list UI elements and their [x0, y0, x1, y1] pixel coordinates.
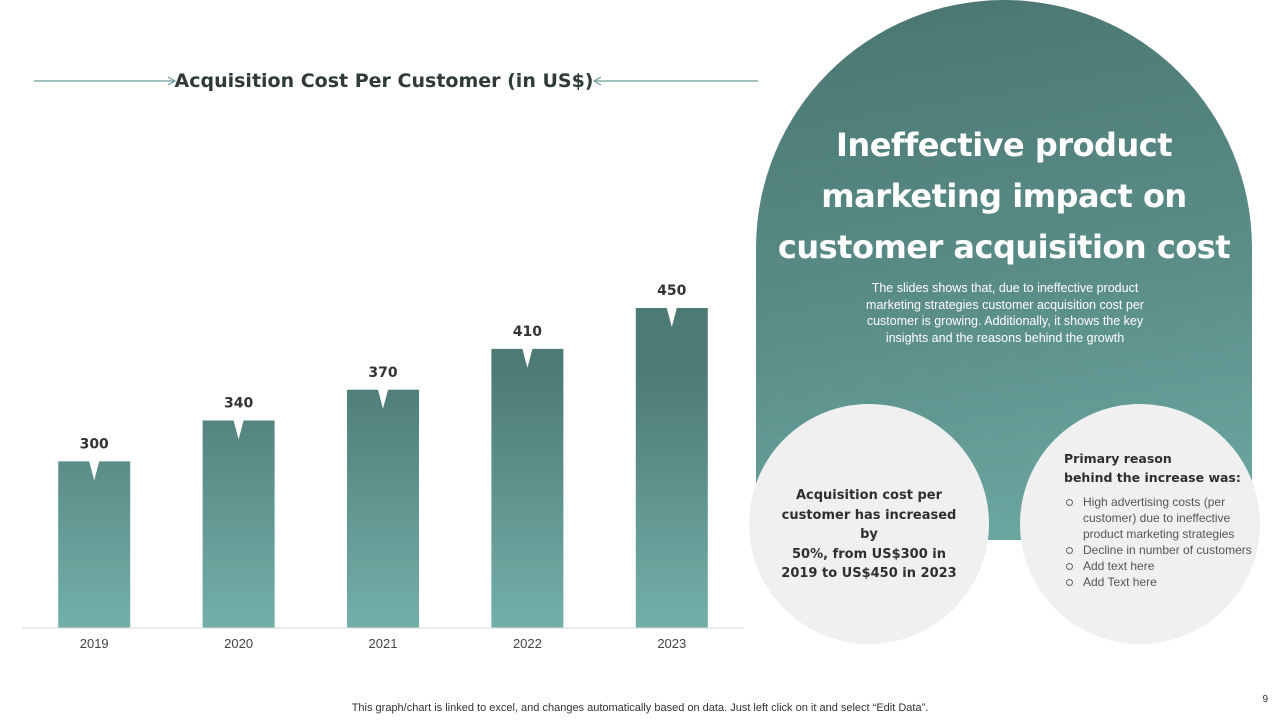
headline-line: marketing impact on — [821, 177, 1187, 215]
headline-line: customer acquisition cost — [777, 228, 1231, 266]
x-tick-label: 2022 — [513, 636, 542, 651]
reason-item: High advertising costs (per customer) du… — [1062, 494, 1254, 542]
reason-heading-line: behind the increase was: — [1064, 470, 1241, 485]
insight-circle-left — [749, 404, 989, 644]
page-number: 9 — [1262, 694, 1268, 705]
description-line: marketing strategies customer acquisitio… — [866, 297, 1144, 312]
slide-headline: Ineffective product marketing impact on … — [760, 120, 1248, 273]
bar-value-label: 370 — [368, 365, 397, 381]
bar-2019 — [58, 461, 131, 628]
bar-value-label: 410 — [513, 324, 542, 340]
reason-item: Decline in number of customers — [1062, 542, 1254, 558]
footer-note: This graph/chart is linked to excel, and… — [351, 702, 929, 714]
primary-reason-heading: Primary reason behind the increase was: — [1064, 449, 1254, 487]
insight-line: 2019 to US$450 in 2023 — [781, 566, 957, 581]
insight-circle-right — [1020, 404, 1260, 644]
x-tick-label: 2019 — [80, 636, 109, 651]
x-tick-label: 2023 — [657, 636, 686, 651]
insight-line: Acquisition cost per — [795, 488, 942, 503]
x-tick-label: 2020 — [224, 636, 253, 651]
bar-2022 — [491, 348, 564, 628]
bar-2020 — [202, 420, 275, 628]
insight-line: 50%, from US$300 in — [792, 546, 946, 562]
chart-title: Acquisition Cost Per Customer (in US$) — [174, 70, 594, 92]
x-tick-label: 2021 — [369, 636, 398, 651]
description-line: insights and the reasons behind the grow… — [885, 330, 1125, 345]
bar-2023 — [635, 308, 708, 628]
reason-item: Add text here — [1062, 558, 1254, 574]
title-arrow-right-head — [592, 76, 602, 86]
reason-item: Add Text here — [1062, 574, 1254, 590]
slide-description: The slides shows that, due to ineffectiv… — [850, 280, 1160, 346]
bar-2021 — [347, 389, 419, 628]
cost-increase-insight: Acquisition cost per customer has increa… — [774, 486, 964, 584]
description-line: The slides shows that, due to ineffectiv… — [871, 281, 1139, 295]
description-line: customer is growing. Additionally, it sh… — [866, 314, 1144, 328]
reason-heading-line: Primary reason — [1064, 451, 1172, 466]
bar-value-label: 450 — [657, 283, 686, 299]
bar-chart: 300 2019 340 2020 370 2021 410 2022 450 2023 — [22, 76, 758, 651]
insight-line: customer has increased by — [781, 507, 957, 543]
reason-list: High advertising costs (per customer) du… — [1062, 494, 1254, 590]
title-arrow-left-head — [167, 76, 177, 86]
bar-value-label: 340 — [224, 395, 253, 411]
headline-line: Ineffective product — [836, 126, 1173, 164]
bar-value-label: 300 — [80, 436, 109, 452]
